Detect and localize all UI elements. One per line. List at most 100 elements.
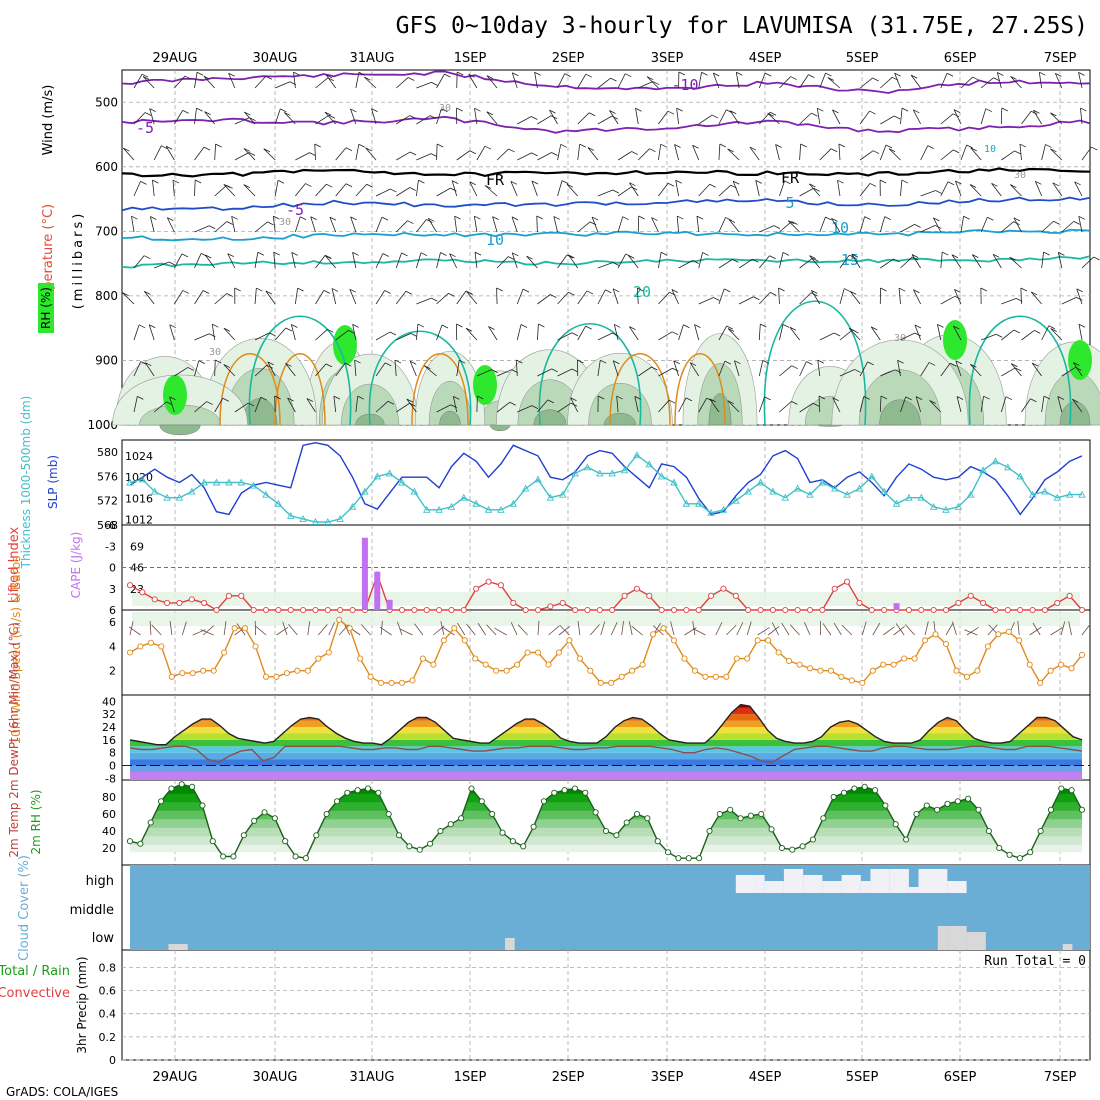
wind-barb <box>517 152 532 161</box>
low-cloud-block <box>505 938 515 950</box>
precip-convective-legend: Convective <box>0 986 70 1001</box>
wind-barb-flag <box>869 110 876 115</box>
wind-barb-flag <box>1034 330 1041 334</box>
wind-barb <box>144 291 155 305</box>
wind-barb-flag <box>928 362 936 366</box>
precip-tick-label: 0.4 <box>99 1008 117 1021</box>
rh2m-point <box>489 810 496 818</box>
wind-barb-flag <box>914 224 921 228</box>
wind-barb <box>449 253 458 269</box>
wind-barb-flag <box>732 259 739 263</box>
surface-wind-barb <box>945 622 954 636</box>
wind-speed-point <box>524 649 531 656</box>
wind-barb-flag <box>838 143 846 148</box>
rh2m-point <box>996 844 1003 852</box>
wind-barb-flag <box>598 395 605 400</box>
wind-barb-flag <box>345 147 353 152</box>
wind-barb-flag <box>571 368 579 373</box>
wind-barb <box>597 289 606 305</box>
wind-barb <box>767 112 780 125</box>
wind-barb <box>689 362 700 377</box>
lifted-index-point <box>176 599 183 606</box>
wind-barb-flag <box>811 290 818 294</box>
wind-barb-flag <box>469 150 476 155</box>
wind-barb-flag <box>813 187 820 192</box>
wind-barb <box>1009 256 1022 269</box>
wind-barb <box>597 332 613 341</box>
wind-barb <box>658 110 669 125</box>
wind-barb-flag <box>405 290 413 295</box>
wind-barb-flag <box>755 180 762 184</box>
cape-tick-label: 46 <box>130 562 144 575</box>
precip-tick-label: 0 <box>109 1054 116 1067</box>
rh2m-point <box>871 787 879 794</box>
temp-band <box>130 752 1082 760</box>
wind-barb-flag <box>280 108 287 113</box>
wind-barb <box>879 216 886 233</box>
wind-barb-flag <box>613 360 620 365</box>
wind-barb <box>557 180 563 197</box>
wind-barb-flag <box>713 72 720 77</box>
lifted-index-point <box>213 606 220 614</box>
wind-barb <box>940 181 949 197</box>
high-cloud-block <box>764 881 784 893</box>
rh2m-point <box>468 785 475 792</box>
temp-band <box>130 739 1082 747</box>
thickness-point <box>422 505 431 513</box>
thickness-point <box>868 472 876 480</box>
thickness-point <box>583 463 592 471</box>
wind-barb-flag <box>566 183 574 188</box>
lifted-index-point <box>980 599 987 606</box>
wind-barb <box>496 369 512 377</box>
wind-barb <box>912 109 921 125</box>
precip-axis-label: 3hr Precip (mm) <box>75 956 89 1053</box>
wind-barb-flag <box>749 146 757 151</box>
wind-barb <box>870 326 881 341</box>
thickness-point <box>299 514 307 522</box>
thickness-point <box>546 493 555 501</box>
wind-speed-point <box>974 667 981 674</box>
wind-speed-point <box>325 649 332 656</box>
wind-barb <box>152 180 155 197</box>
wind-barb <box>291 252 296 269</box>
lifted-index-point <box>201 599 208 606</box>
wind-barb <box>612 360 619 377</box>
wind-barb-flag <box>510 180 518 185</box>
wind-barb-flag <box>426 219 433 223</box>
lifted-index-point <box>164 599 171 606</box>
surface-wind-barb <box>610 622 618 636</box>
wind-barb-flag <box>616 395 623 400</box>
thickness-point <box>286 511 295 519</box>
wind-barb-flag <box>265 290 272 295</box>
wind-barb <box>953 109 962 125</box>
surface-wind-barb <box>361 624 371 636</box>
wind-barb-flag <box>622 216 629 221</box>
wind-barb-flag <box>123 147 130 152</box>
wind-barb-flag <box>611 115 619 120</box>
lifted-index-point <box>572 606 579 614</box>
wind-barb-flag <box>1032 362 1039 367</box>
wind-barb-flag <box>952 113 960 118</box>
surface-wind-barb <box>746 621 752 636</box>
lifted-index-tick-label: -6 <box>105 519 116 532</box>
wind-speed-point <box>901 655 908 662</box>
rh2m-point <box>478 798 485 805</box>
surface-wind-barb <box>151 624 162 636</box>
rh2m-point <box>395 832 403 839</box>
wind-speed-point <box>670 637 678 644</box>
surface-wind-barb <box>276 626 289 636</box>
wind-barb <box>880 77 893 89</box>
surface-wind-barb <box>757 627 770 636</box>
wind-barb <box>254 364 268 377</box>
wind-barb <box>617 151 632 161</box>
lifted-index-point <box>411 606 418 614</box>
precip-tick-label: 0.2 <box>99 1031 117 1044</box>
wind-barb <box>476 369 492 377</box>
wind-barb <box>832 397 841 413</box>
wind-barb <box>676 108 679 125</box>
lifted-index-point <box>275 606 282 614</box>
wind-barb <box>511 252 518 269</box>
wind-barb <box>628 255 639 269</box>
wind-barb-flag <box>987 216 994 221</box>
wind-barb <box>1081 146 1092 161</box>
